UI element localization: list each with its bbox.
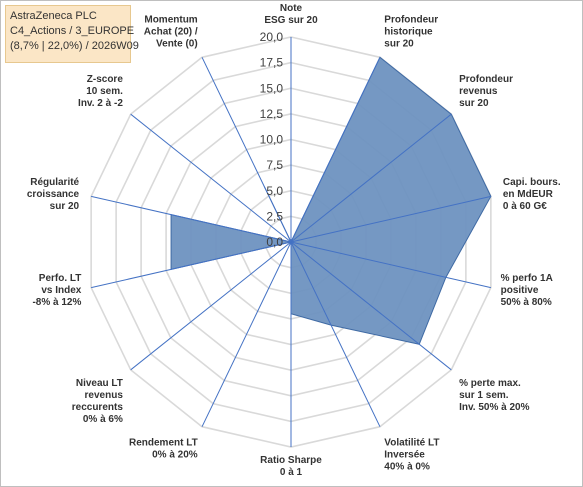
axis-label: Niveau LT revenus reccurents 0% à 6% [72, 378, 124, 425]
axis-label-line: Note [280, 3, 303, 14]
axis-label-line: 0% à 6% [83, 414, 123, 425]
tick-label: 5,0 [266, 184, 283, 198]
axis-label-line: Ratio Sharpe [260, 455, 322, 466]
axis-label: Profondeur revenus sur 20 [459, 74, 513, 109]
axis-label: % perte max. sur 1 sem. Inv. 50% à 20% [459, 378, 530, 413]
axis-spoke [290, 113, 452, 243]
tick-label: 10,0 [260, 133, 284, 147]
axis-spoke [290, 241, 491, 289]
axis-spoke [290, 57, 381, 243]
axis-label-line: 0% à 20% [152, 450, 198, 461]
axis-label: Ratio Sharpe 0 à 1 [260, 455, 322, 478]
data-area [170, 56, 492, 345]
axis-label-line: Capi. bours. [503, 177, 561, 188]
axis-label: Profondeur historique sur 20 [384, 14, 438, 49]
axis-label-line: Vente (0) [156, 38, 198, 49]
axis-label: Note ESG sur 20 [264, 3, 318, 26]
tick-label: 20,0 [260, 30, 284, 44]
axis-label-line: 50% à 80% [501, 297, 552, 308]
axis-label-line: Volatilité LT [384, 438, 439, 449]
axis-label-line: reccurents [72, 402, 124, 413]
axis-label: Rendement LT 0% à 20% [129, 438, 198, 461]
axis-label-line: revenus [85, 390, 124, 401]
axis-label-line: Inversée [384, 450, 425, 461]
axis-spoke [290, 241, 381, 427]
axis-label-line: Momentum [144, 14, 197, 25]
axis-label: Capi. bours. en MdEUR 0 à 60 G€ [503, 177, 561, 212]
title-line-category: C4_Actions / 3_EUROPE [10, 25, 135, 37]
axis-label-line: Z-score [87, 74, 124, 85]
axis-label-line: % perfo 1A [501, 273, 553, 284]
axis-label: Régularité croissance sur 20 [27, 177, 80, 212]
axis-label-line: 0 à 60 G€ [503, 201, 547, 212]
chart-title-box: AstraZeneca PLC C4_Actions / 3_EUROPE (8… [5, 5, 139, 63]
axis-label: Momentum Achat (20) / Vente (0) [144, 14, 198, 49]
axis-label: Perfo. LT vs Index -8% à 12% [32, 273, 81, 308]
axis-label-line: sur 20 [384, 38, 414, 49]
axis-label-line: Inv. 2 à -2 [78, 98, 123, 109]
axis-label-line: positive [501, 285, 539, 296]
axis-label-line: 40% à 0% [384, 462, 430, 473]
title-line-period: (8,7% | 22,0%) / 2026W09 [10, 40, 139, 52]
axis-spoke [201, 241, 292, 427]
axis-label-line: revenus [459, 86, 498, 97]
axis-label-line: 10 sem. [86, 86, 123, 97]
axis-label: Z-score 10 sem. Inv. 2 à -2 [78, 74, 123, 109]
axis-label-line: Profondeur [459, 74, 513, 85]
axis-label: % perfo 1A positive 50% à 80% [501, 273, 553, 308]
tick-label: 12,5 [260, 107, 284, 121]
tick-label: 0,0 [266, 235, 283, 249]
axis-label-line: historique [384, 26, 433, 37]
axis-label-line: -8% à 12% [32, 297, 81, 308]
tick-label: 17,5 [260, 56, 284, 70]
axis-label-line: Perfo. LT [39, 273, 82, 284]
axis-label: Volatilité LT Inversée 40% à 0% [384, 438, 439, 473]
axis-spoke [130, 241, 292, 371]
axis-label-line: Régularité [30, 177, 79, 188]
tick-label: 7,5 [266, 158, 283, 172]
axis-spoke [130, 113, 292, 243]
axis-label-line: Achat (20) / [144, 26, 198, 37]
axis-label-line: ESG sur 20 [264, 15, 318, 26]
axis-label-line: croissance [27, 189, 80, 200]
axis-label-line: 0 à 1 [280, 467, 303, 478]
tick-label: 2,5 [266, 209, 283, 223]
axis-label-line: Inv. 50% à 20% [459, 402, 530, 413]
title-line-company: AstraZeneca PLC [10, 10, 97, 22]
axis-label-line: en MdEUR [503, 189, 554, 200]
axis-label-line: sur 20 [50, 201, 80, 212]
axis-spoke [201, 57, 292, 243]
axis-label-line: vs Index [41, 285, 81, 296]
axis-label-line: % perte max. [459, 378, 521, 389]
axis-label-line: sur 20 [459, 98, 489, 109]
axis-spoke [91, 195, 292, 243]
axis-label-line: Niveau LT [76, 378, 123, 389]
tick-label: 15,0 [260, 81, 284, 95]
axis-label-line: sur 1 sem. [459, 390, 509, 401]
axis-label-line: Profondeur [384, 14, 438, 25]
axis-spoke [290, 195, 491, 243]
axis-spoke [91, 241, 292, 289]
axis-spoke [290, 241, 452, 371]
axis-label-line: Rendement LT [129, 438, 198, 449]
